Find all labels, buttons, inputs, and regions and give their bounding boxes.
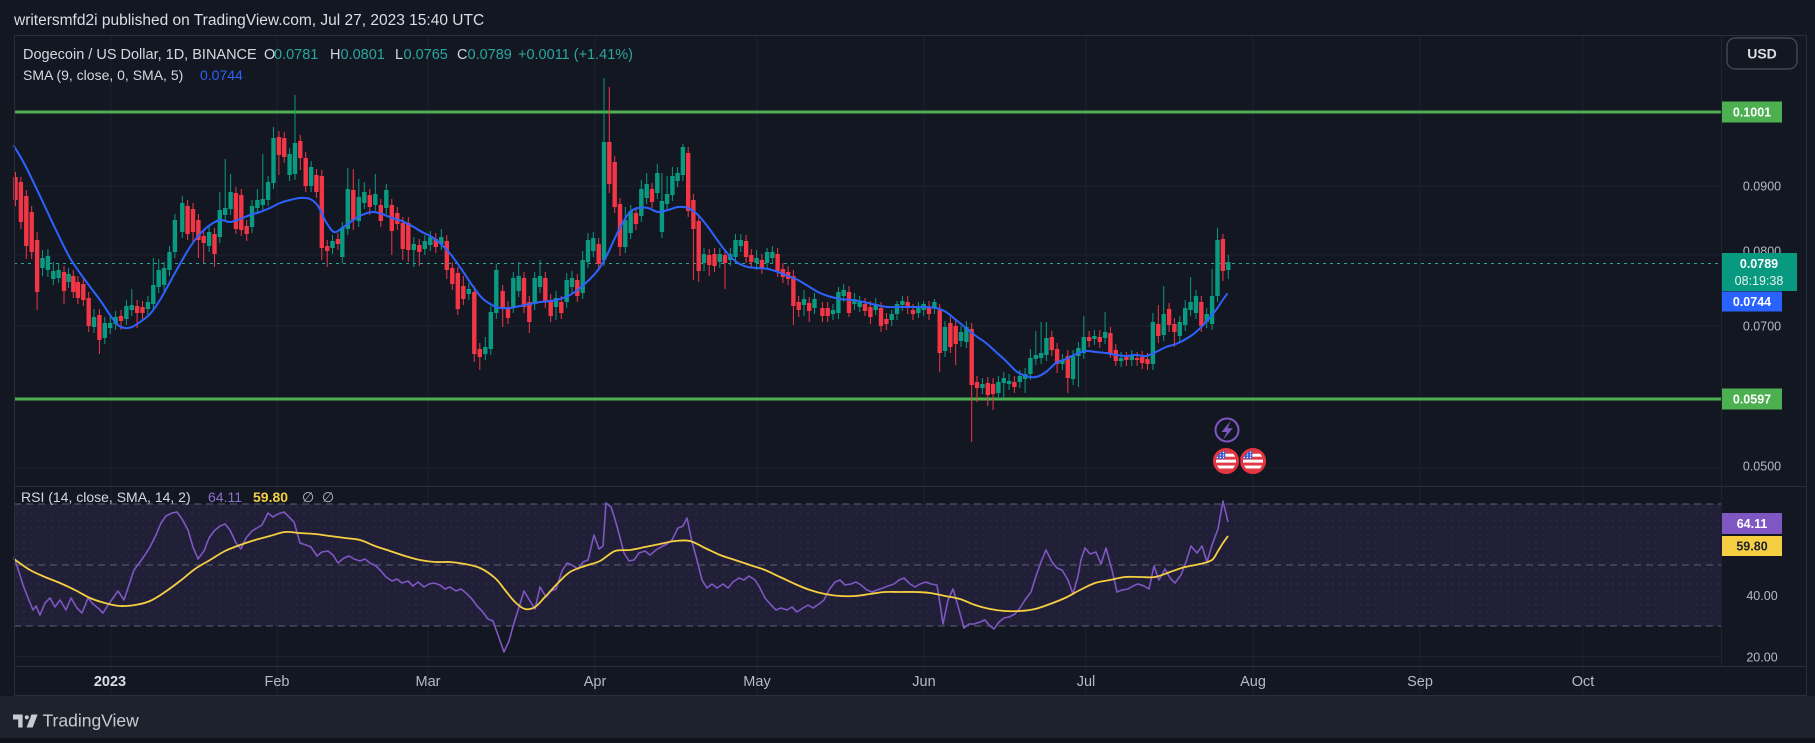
svg-text:SMA (9, close, 0, SMA, 5): SMA (9, close, 0, SMA, 5) xyxy=(23,67,183,83)
svg-text:64.11: 64.11 xyxy=(208,489,242,505)
svg-text:08:19:38: 08:19:38 xyxy=(1735,274,1784,288)
svg-text:0.0700: 0.0700 xyxy=(1743,319,1781,333)
svg-text:20.00: 20.00 xyxy=(1746,650,1777,664)
svg-text:May: May xyxy=(743,674,771,690)
svg-text:0.0900: 0.0900 xyxy=(1743,179,1781,193)
svg-text:0.0765: 0.0765 xyxy=(404,47,448,63)
svg-text:64.11: 64.11 xyxy=(1737,517,1768,531)
svg-text:0.0597: 0.0597 xyxy=(1733,392,1771,406)
svg-text:O: O xyxy=(264,47,275,63)
svg-text:TradingView: TradingView xyxy=(43,711,140,731)
svg-text:0.0744: 0.0744 xyxy=(200,67,243,83)
svg-text:Jun: Jun xyxy=(912,674,935,690)
svg-text:0.0789: 0.0789 xyxy=(468,47,512,63)
svg-text:59.80: 59.80 xyxy=(253,489,288,505)
svg-text:2023: 2023 xyxy=(94,674,126,690)
svg-text:C: C xyxy=(457,47,467,63)
svg-text:0.1001: 0.1001 xyxy=(1733,105,1771,119)
svg-text:0.0744: 0.0744 xyxy=(1733,295,1771,309)
svg-text:40.00: 40.00 xyxy=(1746,589,1777,603)
svg-text:0.0801: 0.0801 xyxy=(341,47,385,63)
svg-text:0.0789: 0.0789 xyxy=(1740,257,1778,271)
svg-text:writersmfd2i published on Trad: writersmfd2i published on TradingView.co… xyxy=(13,12,484,29)
svg-text:0.0781: 0.0781 xyxy=(274,47,318,63)
svg-text:L: L xyxy=(395,47,403,63)
svg-text:+0.0011 (+1.41%): +0.0011 (+1.41%) xyxy=(518,47,633,63)
svg-text:0.0500: 0.0500 xyxy=(1743,459,1781,473)
svg-text:Oct: Oct xyxy=(1572,674,1595,690)
svg-text:Mar: Mar xyxy=(416,674,441,690)
svg-text:59.80: 59.80 xyxy=(1736,539,1767,553)
svg-text:Dogecoin / US Dollar, 1D, BINA: Dogecoin / US Dollar, 1D, BINANCE xyxy=(23,47,257,63)
svg-text:USD: USD xyxy=(1747,46,1777,62)
svg-text:∅ ∅: ∅ ∅ xyxy=(302,489,334,505)
svg-text:Aug: Aug xyxy=(1240,674,1266,690)
svg-text:Feb: Feb xyxy=(265,674,290,690)
svg-text:H: H xyxy=(330,47,340,63)
svg-text:Apr: Apr xyxy=(584,674,607,690)
svg-text:Jul: Jul xyxy=(1077,674,1096,690)
svg-text:RSI (14, close, SMA, 14, 2): RSI (14, close, SMA, 14, 2) xyxy=(21,489,191,505)
svg-text:Sep: Sep xyxy=(1407,674,1433,690)
